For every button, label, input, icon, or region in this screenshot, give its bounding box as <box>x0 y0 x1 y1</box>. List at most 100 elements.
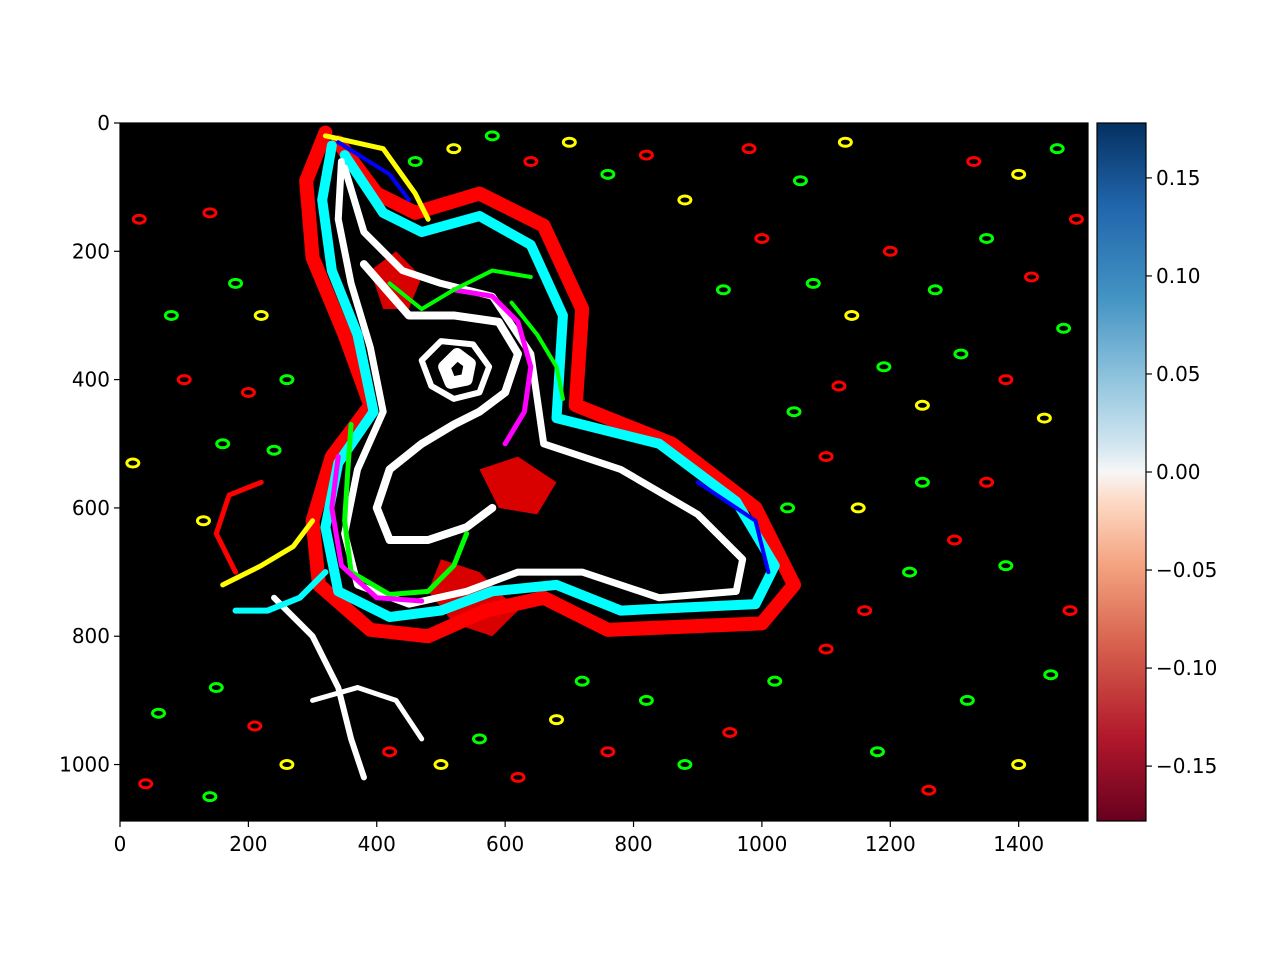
edge-speck-69 <box>131 213 147 225</box>
edge-speck-35 <box>786 406 802 418</box>
edge-speck-13 <box>433 759 449 771</box>
edge-speck-56 <box>484 130 500 142</box>
image-background <box>120 123 1088 821</box>
edge-speck-20 <box>677 759 693 771</box>
edge-speck-16 <box>548 714 564 726</box>
edge-speck-1 <box>228 277 244 289</box>
edge-speck-39 <box>953 348 969 360</box>
edge-speck-51 <box>677 194 693 206</box>
edge-speck-57 <box>446 143 462 155</box>
edge-stroke-3 <box>359 260 522 545</box>
edge-speck-54 <box>561 136 577 148</box>
edge-speck-9 <box>247 720 263 732</box>
colorbar-tick-label: 0.05 <box>1156 362 1201 386</box>
x-axis: 0 200 400 600 800 1000 1200 1400 <box>114 821 1044 856</box>
edge-speck-17 <box>574 675 590 687</box>
edge-speck-46 <box>882 245 898 257</box>
x-tick-label: 1400 <box>993 832 1044 856</box>
y-tick-label: 800 <box>72 624 110 648</box>
edge-speck-36 <box>831 380 847 392</box>
edge-speck-6 <box>195 515 211 527</box>
colorbar-tick-label: −0.15 <box>1156 754 1217 778</box>
edge-stroke-14 <box>220 518 316 588</box>
edge-speck-22 <box>767 675 783 687</box>
x-tick-label: 400 <box>358 832 396 856</box>
edge-speck-4 <box>240 386 256 398</box>
edge-speck-14 <box>471 733 487 745</box>
edge-speck-32 <box>902 566 918 578</box>
colorbar-gradient <box>1096 122 1147 822</box>
edge-stroke-6 <box>342 422 470 598</box>
y-axis: 0 200 400 600 800 1000 <box>59 111 120 777</box>
edge-speck-28 <box>1043 669 1059 681</box>
x-tick-label: 800 <box>614 832 652 856</box>
edge-speck-40 <box>998 374 1014 386</box>
edge-speck-26 <box>959 694 975 706</box>
x-tick-label: 1200 <box>865 832 916 856</box>
edge-speck-68 <box>125 457 141 469</box>
edge-speck-41 <box>1036 412 1052 424</box>
edge-stroke-8 <box>329 454 425 604</box>
edge-speck-12 <box>382 746 398 758</box>
edge-speck-15 <box>510 771 526 783</box>
edge-speck-23 <box>818 643 834 655</box>
edge-stroke-18 <box>509 300 565 401</box>
x-tick-label: 0 <box>114 832 127 856</box>
edge-speck-11 <box>202 791 218 803</box>
edge-speck-62 <box>966 155 982 167</box>
edge-speck-63 <box>1011 168 1027 180</box>
edge-speck-19 <box>638 694 654 706</box>
edge-speck-29 <box>1062 605 1078 617</box>
edge-speck-55 <box>523 155 539 167</box>
edge-speck-52 <box>638 149 654 161</box>
edge-speck-34 <box>818 451 834 463</box>
edge-speck-2 <box>253 309 269 321</box>
edge-stroke-15 <box>232 569 329 614</box>
colorbar-tick-label: 0.15 <box>1156 166 1201 190</box>
edge-speck-65 <box>1068 213 1084 225</box>
colorbar-tick-label: −0.05 <box>1156 558 1217 582</box>
y-tick-label: 1000 <box>59 753 110 777</box>
edge-speck-50 <box>715 284 731 296</box>
edge-speck-72 <box>857 605 873 617</box>
edge-speck-73 <box>914 476 930 488</box>
edge-speck-75 <box>780 502 796 514</box>
x-tick-label: 200 <box>229 832 267 856</box>
edge-speck-53 <box>600 168 616 180</box>
x-tick-label: 600 <box>486 832 524 856</box>
edge-speck-58 <box>407 155 423 167</box>
edge-speck-60 <box>792 175 808 187</box>
y-tick-label: 600 <box>72 496 110 520</box>
edge-speck-0 <box>202 207 218 219</box>
edge-speck-31 <box>946 534 962 546</box>
edge-speck-67 <box>138 778 154 790</box>
y-tick-label: 200 <box>72 239 110 263</box>
edge-speck-27 <box>1011 759 1027 771</box>
edge-speck-43 <box>1024 271 1040 283</box>
edge-speck-70 <box>163 309 179 321</box>
edge-speck-33 <box>850 502 866 514</box>
edge-stroke-9 <box>322 133 431 222</box>
colorbar-tick-label: 0.00 <box>1156 460 1201 484</box>
heatmap-image <box>119 122 1089 822</box>
edge-speck-59 <box>741 143 757 155</box>
y-tick-label: 400 <box>72 368 110 392</box>
edge-stroke-16 <box>213 479 264 575</box>
image-region-2 <box>370 251 422 310</box>
edge-speck-37 <box>876 361 892 373</box>
edge-speck-5 <box>279 374 295 386</box>
plot-frame <box>119 122 1089 822</box>
edge-speck-45 <box>927 284 943 296</box>
edge-speck-42 <box>1056 322 1072 334</box>
edge-stroke-4 <box>418 338 493 402</box>
colorbar: 0.15 0.10 0.05 0.00 −0.05 −0.10 −0.15 <box>1096 122 1217 822</box>
x-tick-label: 1000 <box>736 832 787 856</box>
edge-speck-18 <box>600 746 616 758</box>
edge-speck-7 <box>266 444 282 456</box>
edge-stroke-11 <box>695 480 771 575</box>
edge-speck-38 <box>914 399 930 411</box>
edge-speck-10 <box>279 759 295 771</box>
edge-speck-64 <box>1049 143 1065 155</box>
edge-stroke-12 <box>271 594 367 781</box>
